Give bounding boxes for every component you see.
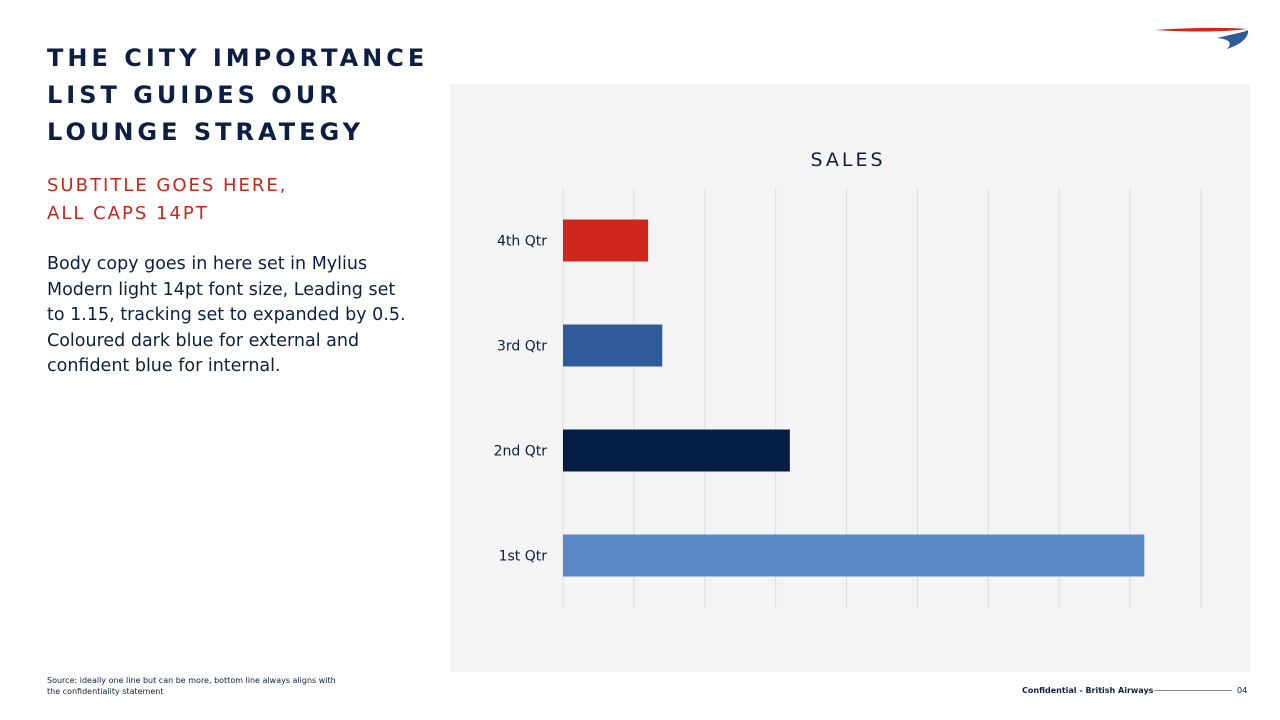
slide-subtitle: SUBTITLE GOES HERE, ALL CAPS 14PT	[47, 172, 427, 228]
slide-subtitle-line: SUBTITLE GOES HERE,	[47, 175, 288, 196]
bar-1st-qtr	[563, 534, 1145, 577]
bar-4th-qtr	[563, 219, 649, 262]
category-label: 3rd Qtr	[497, 339, 547, 355]
slide-subtitle-line: ALL CAPS 14PT	[47, 203, 209, 224]
sales-bar-chart: SALES 1st Qtr 2nd Qtr 3rd Qtr 4th Qtr	[494, 149, 1202, 608]
body-copy: Body copy goes in here set in Mylius Mod…	[47, 254, 406, 376]
category-label: 1st Qtr	[499, 549, 548, 565]
footer-divider	[1154, 690, 1232, 691]
chart-title: SALES	[810, 149, 885, 171]
slide-title-line: LIST GUIDES OUR	[47, 81, 342, 109]
page-number: 04	[1237, 686, 1248, 695]
slide-title-line: THE CITY IMPORTANCE	[47, 44, 429, 72]
bar-2nd-qtr	[563, 429, 790, 472]
bar-3rd-qtr	[563, 324, 663, 367]
slide-title-line: LOUNGE STRATEGY	[47, 118, 365, 146]
confidentiality-statement: Confidential - British Airways	[1022, 686, 1154, 695]
british-airways-speedmarque-icon	[1155, 27, 1249, 49]
category-label: 4th Qtr	[497, 234, 547, 250]
category-label: 2nd Qtr	[494, 444, 548, 460]
chart-panel: SALES 1st Qtr 2nd Qtr 3rd Qtr 4th Qtr	[450, 84, 1250, 672]
source-note: Source: ideally one line but can be more…	[47, 676, 336, 696]
slide-title: THE CITY IMPORTANCE LIST GUIDES OUR LOUN…	[47, 40, 437, 151]
